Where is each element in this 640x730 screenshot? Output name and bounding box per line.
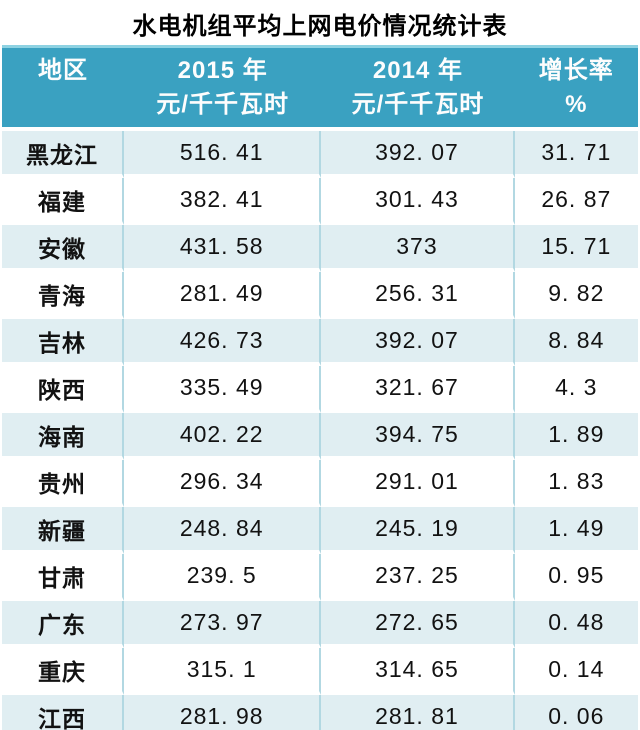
table-row: 黑龙江 516. 41 392. 07 31. 71 xyxy=(2,131,638,178)
value-cell: 0. 06 xyxy=(514,695,638,730)
value-cell: 8. 84 xyxy=(514,319,638,366)
value-cell: 426. 73 xyxy=(124,319,322,366)
value-cell: 392. 07 xyxy=(321,131,515,178)
value-cell: 1. 89 xyxy=(514,413,638,460)
price-stats-table: 地区 2015 年 元/千千瓦时 2014 年 元/千千瓦时 增长率 % 黑龙江… xyxy=(2,45,638,730)
header-growth: 增长率 % xyxy=(514,45,638,131)
value-cell: 31. 71 xyxy=(514,131,638,178)
header-region: 地区 xyxy=(2,45,125,131)
value-cell: 273. 97 xyxy=(124,601,322,648)
value-cell: 516. 41 xyxy=(124,131,322,178)
header-2015: 2015 年 元/千千瓦时 xyxy=(124,45,322,131)
region-cell: 甘肃 xyxy=(2,554,125,601)
value-cell: 281. 49 xyxy=(124,272,322,319)
value-cell: 26. 87 xyxy=(514,178,638,225)
table-header: 地区 2015 年 元/千千瓦时 2014 年 元/千千瓦时 增长率 % xyxy=(2,45,638,131)
table-row: 贵州 296. 34 291. 01 1. 83 xyxy=(2,460,638,507)
value-cell: 245. 19 xyxy=(321,507,515,554)
table-row: 福建 382. 41 301. 43 26. 87 xyxy=(2,178,638,225)
value-cell: 237. 25 xyxy=(321,554,515,601)
value-cell: 321. 67 xyxy=(321,366,515,413)
region-cell: 新疆 xyxy=(2,507,125,554)
header-2014-unit: 元/千千瓦时 xyxy=(351,91,485,118)
table-row: 青海 281. 49 256. 31 9. 82 xyxy=(2,272,638,319)
table-body: 黑龙江 516. 41 392. 07 31. 71 福建 382. 41 301. 43 2… xyxy=(2,131,638,730)
value-cell: 239. 5 xyxy=(124,554,322,601)
region-cell: 广东 xyxy=(2,601,125,648)
header-region-label: 地区 xyxy=(38,57,89,84)
value-cell: 0. 48 xyxy=(514,601,638,648)
page-title: 水电机组平均上网电价情况统计表 xyxy=(132,13,508,40)
value-cell: 392. 07 xyxy=(321,319,515,366)
table-row: 江西 281. 98 281. 81 0. 06 xyxy=(2,695,638,730)
value-cell: 256. 31 xyxy=(321,272,515,319)
value-cell: 291. 01 xyxy=(321,460,515,507)
value-cell: 272. 65 xyxy=(321,601,515,648)
region-cell: 陕西 xyxy=(2,366,125,413)
value-cell: 314. 65 xyxy=(321,648,515,695)
region-cell: 贵州 xyxy=(2,460,125,507)
value-cell: 402. 22 xyxy=(124,413,322,460)
value-cell: 15. 71 xyxy=(514,225,638,272)
header-2015-year: 2015 年 xyxy=(177,57,268,84)
region-cell: 青海 xyxy=(2,272,125,319)
table-row: 吉林 426. 73 392. 07 8. 84 xyxy=(2,319,638,366)
region-cell: 海南 xyxy=(2,413,125,460)
header-2014-year: 2014 年 xyxy=(372,57,463,84)
value-cell: 281. 98 xyxy=(124,695,322,730)
value-cell: 1. 49 xyxy=(514,507,638,554)
value-cell: 431. 58 xyxy=(124,225,322,272)
value-cell: 1. 83 xyxy=(514,460,638,507)
table-row: 甘肃 239. 5 237. 25 0. 95 xyxy=(2,554,638,601)
value-cell: 4. 3 xyxy=(514,366,638,413)
value-cell: 248. 84 xyxy=(124,507,322,554)
value-cell: 296. 34 xyxy=(124,460,322,507)
table-row: 海南 402. 22 394. 75 1. 89 xyxy=(2,413,638,460)
value-cell: 373 xyxy=(321,225,515,272)
value-cell: 0. 14 xyxy=(514,648,638,695)
value-cell: 394. 75 xyxy=(321,413,515,460)
table-row: 新疆 248. 84 245. 19 1. 49 xyxy=(2,507,638,554)
table-row: 广东 273. 97 272. 65 0. 48 xyxy=(2,601,638,648)
region-cell: 江西 xyxy=(2,695,125,730)
value-cell: 301. 43 xyxy=(321,178,515,225)
value-cell: 0. 95 xyxy=(514,554,638,601)
header-2015-unit: 元/千千瓦时 xyxy=(156,91,290,118)
header-row: 地区 2015 年 元/千千瓦时 2014 年 元/千千瓦时 增长率 % xyxy=(2,45,638,131)
table-row: 陕西 335. 49 321. 67 4. 3 xyxy=(2,366,638,413)
header-growth-label: 增长率 xyxy=(538,57,614,84)
value-cell: 335. 49 xyxy=(124,366,322,413)
region-cell: 重庆 xyxy=(2,648,125,695)
value-cell: 315. 1 xyxy=(124,648,322,695)
table-row: 安徽 431. 58 373 15. 71 xyxy=(2,225,638,272)
value-cell: 382. 41 xyxy=(124,178,322,225)
header-2014: 2014 年 元/千千瓦时 xyxy=(321,45,515,131)
region-cell: 黑龙江 xyxy=(2,131,125,178)
region-cell: 安徽 xyxy=(2,225,125,272)
header-growth-unit: % xyxy=(565,91,588,118)
region-cell: 福建 xyxy=(2,178,125,225)
table-row: 重庆 315. 1 314. 65 0. 14 xyxy=(2,648,638,695)
value-cell: 9. 82 xyxy=(514,272,638,319)
value-cell: 281. 81 xyxy=(321,695,515,730)
region-cell: 吉林 xyxy=(2,319,125,366)
